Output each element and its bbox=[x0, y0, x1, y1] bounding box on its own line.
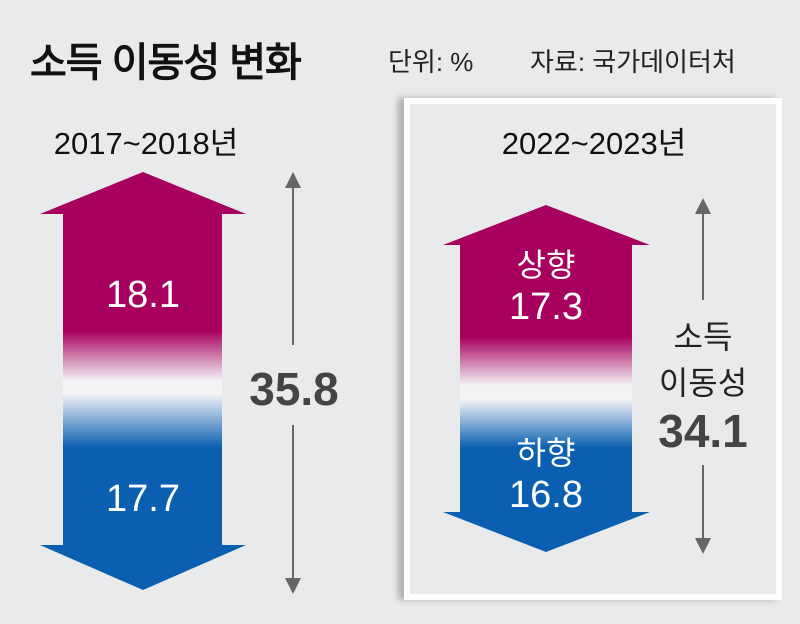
mobility-arrow-2017-2018 bbox=[40, 172, 246, 590]
source-label: 자료: 국가데이터처 bbox=[530, 47, 736, 77]
downward-label: 하향 bbox=[516, 435, 576, 471]
total-value-2022: 34.1 bbox=[658, 405, 748, 457]
upward-value-2017: 18.1 bbox=[106, 274, 180, 316]
unit-label: 단위: % bbox=[388, 47, 474, 77]
side-label-line2: 이동성 bbox=[658, 365, 748, 401]
chart-title: 소득 이동성 변화 bbox=[30, 41, 302, 85]
upward-value-2022: 17.3 bbox=[509, 286, 583, 328]
side-label-line1: 소득 bbox=[673, 319, 733, 355]
period-label-2017-2018: 2017~2018년 bbox=[53, 126, 239, 161]
upward-label: 상향 bbox=[516, 247, 576, 283]
mobility-arrow-2022-2023 bbox=[443, 205, 650, 552]
period-label-2022-2023: 2022~2023년 bbox=[501, 126, 687, 161]
downward-value-2017: 17.7 bbox=[106, 478, 180, 520]
downward-value-2022: 16.8 bbox=[509, 474, 583, 516]
total-value-2017: 35.8 bbox=[249, 363, 339, 415]
